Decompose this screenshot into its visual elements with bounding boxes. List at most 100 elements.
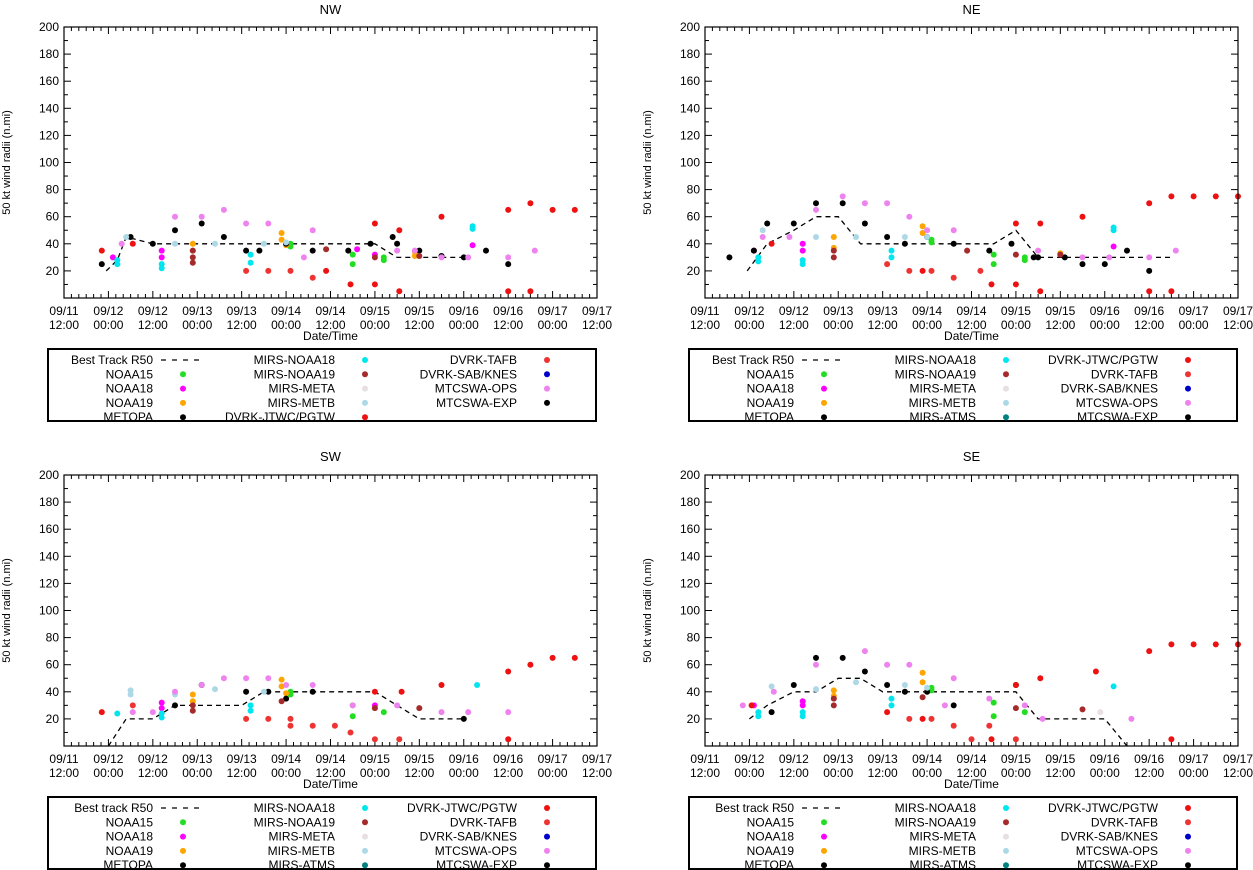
point-dvrk-tafb — [884, 261, 891, 268]
point-dvrk-jtwc-pgtw — [347, 281, 354, 288]
x-tick-label-date: 09/12 — [779, 304, 809, 318]
x-tick-label-date: 09/14 — [956, 752, 986, 766]
point-noaa19 — [189, 240, 196, 247]
legend-label: NOAA19 — [106, 396, 154, 410]
x-tick-label-date: 09/12 — [138, 752, 168, 766]
point-mirs-noaa18 — [799, 713, 806, 720]
point-dvrk-jtwc-pgtw — [1190, 641, 1197, 648]
x-tick-label-time: 00:00 — [823, 766, 853, 780]
x-tick-label-date: 09/16 — [493, 304, 523, 318]
legend-label: MIRS-ATMS — [910, 410, 976, 424]
legend-label: MTCSWA-EXP — [436, 858, 517, 870]
legend-label: Best Track R50 — [712, 353, 794, 367]
x-tick-label-date: 09/15 — [360, 752, 390, 766]
legend-label: MTCSWA-OPS — [435, 844, 517, 858]
x-tick-label-time: 12:00 — [779, 318, 809, 332]
legend-label: MIRS-META — [269, 382, 335, 396]
point-mirs-noaa18 — [755, 258, 762, 265]
point-metopa — [861, 668, 868, 675]
point-dvrk-jtwc-pgtw — [919, 267, 926, 274]
point-metopa — [483, 247, 489, 254]
point-dvrk-jtwc-pgtw — [1146, 648, 1153, 655]
x-tick-label-date: 09/15 — [1001, 304, 1031, 318]
point-mirs-noaa18 — [158, 714, 165, 721]
point-mtcswa-ops — [394, 247, 401, 254]
point-mirs-noaa19 — [189, 247, 196, 254]
legend-dot-swatch — [1003, 357, 1009, 363]
legend-label: DVRK-SAB/KNES — [420, 367, 517, 381]
legend-label: Best track R50 — [715, 801, 794, 815]
point-dvrk-tafb — [968, 736, 975, 743]
point-metopa — [394, 240, 401, 247]
y-tick-label: 200 — [680, 20, 700, 34]
legend-dot-swatch — [1003, 819, 1009, 826]
best-track-line — [746, 216, 1172, 272]
legend-label: NOAA18 — [747, 382, 795, 396]
x-tick-label-time: 12:00 — [1045, 318, 1075, 332]
x-tick-label-time: 12:00 — [138, 766, 168, 780]
point-noaa15 — [349, 261, 356, 268]
point-mtcswa-ops — [906, 661, 913, 668]
point-metopa — [726, 254, 733, 261]
point-mirs-noaa19 — [371, 254, 378, 261]
x-tick-label-time: 12:00 — [779, 766, 809, 780]
point-mtcswa-ops — [941, 702, 948, 709]
x-tick-label-date: 09/16 — [449, 304, 479, 318]
x-tick-label-date: 09/12 — [93, 752, 123, 766]
x-tick-label-date: 09/11 — [690, 752, 719, 766]
point-dvrk-jtwc-pgtw — [1168, 193, 1175, 200]
y-tick-label: 180 — [39, 495, 59, 509]
y-tick-label: 60 — [687, 210, 701, 224]
y-axis-label: 50 kt wind radii (n.mi) — [642, 558, 654, 663]
legend-dot-swatch — [1003, 862, 1009, 869]
x-tick-label-date: 09/11 — [49, 752, 78, 766]
x-tick-label-date: 09/12 — [138, 304, 168, 318]
point-metopa — [256, 247, 263, 254]
legend-dot-swatch — [1003, 385, 1009, 392]
point-metopa — [309, 247, 316, 254]
point-mtcswa-ops — [1128, 715, 1135, 722]
legend-dot-swatch — [1185, 414, 1191, 421]
point-mirs-metb — [924, 234, 931, 240]
point-mtcswa-ops — [1146, 254, 1153, 261]
point-metopa — [416, 247, 423, 254]
x-tick-label-time: 00:00 — [93, 318, 123, 332]
point-dvrk-jtwc-pgtw — [396, 288, 403, 295]
point-metopa — [1079, 261, 1086, 268]
point-dvrk-tafb — [243, 267, 250, 274]
legend-dot-swatch — [544, 385, 550, 392]
point-dvrk-tafb — [309, 722, 316, 729]
point-dvrk-jtwc-pgtw — [1212, 193, 1219, 200]
point-metopa — [265, 688, 272, 695]
legend-dot-swatch — [180, 862, 186, 869]
point-mtcswa-ops — [394, 702, 401, 709]
point-mirs-metb — [260, 688, 267, 695]
point-mtcswa-ops — [813, 206, 819, 213]
point-dvrk-tafb — [347, 729, 354, 736]
point-dvrk-jtwc-pgtw — [1168, 288, 1175, 295]
legend-label: NOAA15 — [747, 367, 795, 381]
x-tick-label-time: 00:00 — [1001, 766, 1031, 780]
point-dvrk-jtwc-pgtw — [1079, 213, 1086, 220]
point-noaa19 — [411, 253, 418, 259]
point-mtcswa-ops — [1035, 247, 1042, 254]
legend-label: NOAA15 — [106, 815, 154, 829]
legend-label: METOPA — [103, 410, 153, 424]
x-tick-label-time: 00:00 — [912, 318, 942, 332]
point-dvrk-jtwc-pgtw — [1037, 675, 1044, 682]
legend-dot-swatch — [180, 385, 186, 392]
legend-dot-swatch — [1003, 847, 1009, 854]
x-tick-label-time: 00:00 — [538, 766, 568, 780]
point-dvrk-jtwc-pgtw — [505, 668, 512, 675]
y-tick-label: 160 — [39, 522, 59, 536]
point-metopa — [172, 702, 178, 709]
point-mtcswa-ops — [438, 254, 445, 261]
point-mtcswa-ops — [149, 709, 156, 716]
point-metopa — [1101, 261, 1108, 268]
point-dvrk-jtwc-pgtw — [748, 702, 755, 709]
point-dvrk-jtwc-pgtw — [98, 709, 105, 716]
point-mtcswa-ops — [118, 240, 125, 247]
point-noaa19 — [830, 687, 837, 694]
y-tick-label: 40 — [687, 685, 701, 699]
y-tick-label: 60 — [687, 658, 701, 672]
